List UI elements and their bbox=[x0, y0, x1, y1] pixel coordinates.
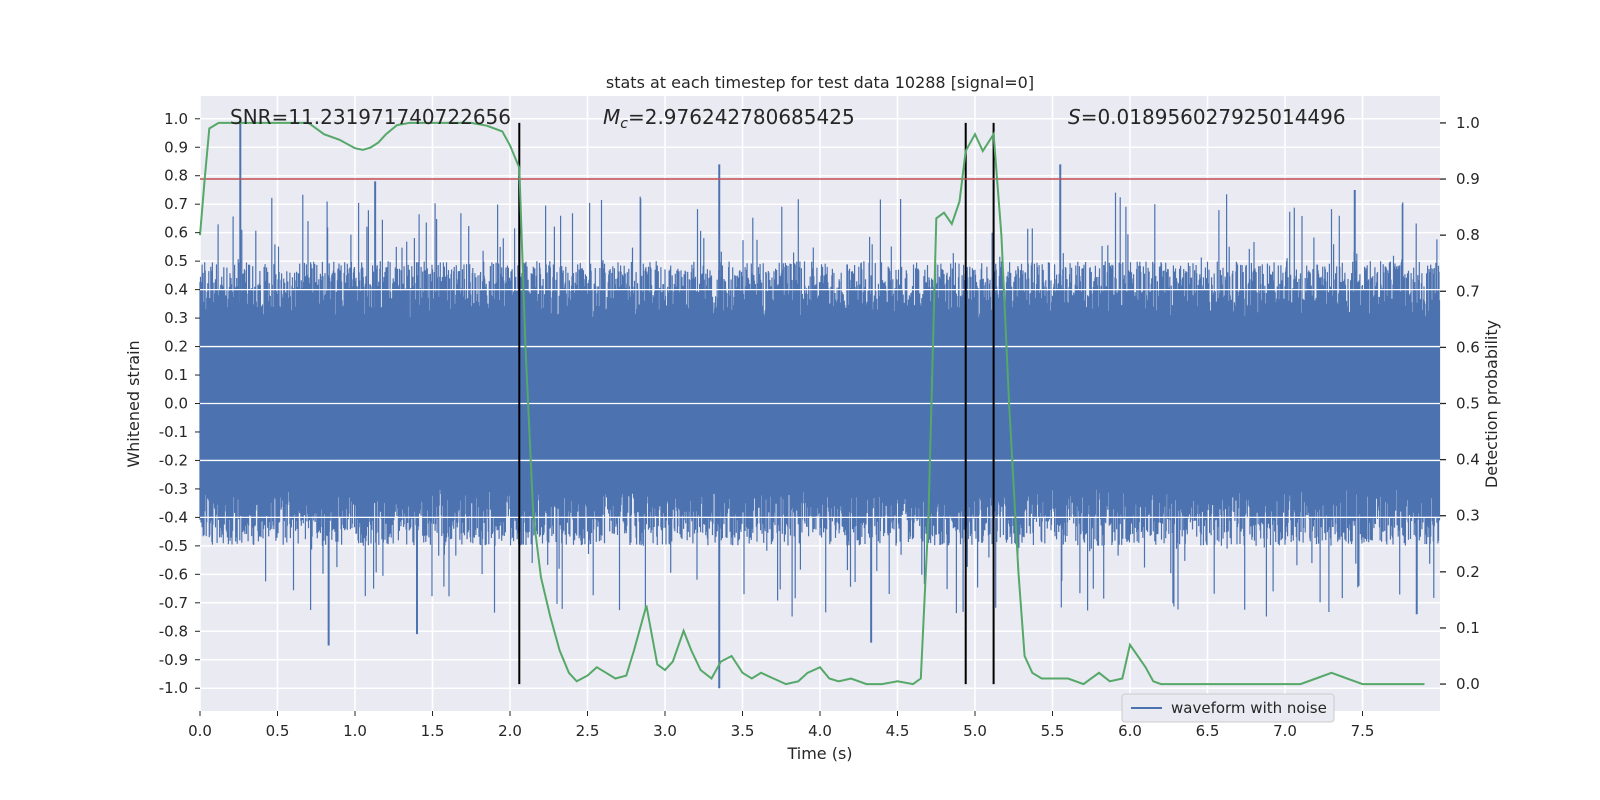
right-tick-label: 0.8 bbox=[1456, 226, 1480, 244]
x-tick-label: 4.5 bbox=[886, 722, 910, 740]
left-tick-label: 0.8 bbox=[164, 167, 188, 185]
x-tick-label: 7.5 bbox=[1351, 722, 1375, 740]
right-tick-label: 0.3 bbox=[1456, 507, 1480, 525]
left-tick-label: 0.0 bbox=[164, 395, 188, 413]
left-tick-label: 0.2 bbox=[164, 338, 188, 356]
x-tick-label: 0.0 bbox=[188, 722, 212, 740]
right-axis-ticks: 1.0 0.9 0.8 0.7 0.6 0.5 0.4 0.3 0.2 0.1 0.0 bbox=[1440, 114, 1480, 693]
left-tick-label: -0.3 bbox=[159, 480, 188, 498]
left-tick-label: 0.5 bbox=[164, 252, 188, 270]
right-tick-label: 0.4 bbox=[1456, 451, 1480, 469]
right-tick-label: 0.7 bbox=[1456, 282, 1480, 300]
chirp-mass-annotation: Mc=2.976242780685425 bbox=[603, 105, 855, 132]
x-tick-label: 6.5 bbox=[1196, 722, 1220, 740]
left-tick-label: -0.5 bbox=[159, 537, 188, 555]
s-value: =0.018956027925014496 bbox=[1081, 105, 1346, 129]
x-tick-label: 5.5 bbox=[1041, 722, 1065, 740]
snr-annotation: SNR=11.231971740722656 bbox=[230, 105, 511, 129]
right-tick-label: 0.5 bbox=[1456, 395, 1480, 413]
x-tick-label: 7.0 bbox=[1273, 722, 1297, 740]
waveform-noise-trace bbox=[199, 192, 1441, 617]
mc-value: =2.976242780685425 bbox=[628, 105, 855, 129]
legend-label-waveform: waveform with noise bbox=[1171, 699, 1327, 717]
left-tick-label: -0.6 bbox=[159, 565, 188, 583]
x-tick-label: 1.0 bbox=[343, 722, 367, 740]
x-tick-label: 2.0 bbox=[498, 722, 522, 740]
left-tick-label: 0.1 bbox=[164, 366, 188, 384]
x-tick-label: 5.0 bbox=[963, 722, 987, 740]
left-tick-label: -0.4 bbox=[159, 508, 188, 526]
legend-box bbox=[1121, 693, 1335, 723]
mc-subscript: c bbox=[620, 116, 628, 132]
right-tick-label: 0.1 bbox=[1456, 619, 1480, 637]
left-tick-label: 0.9 bbox=[164, 138, 188, 156]
y-axis-label-left: Whitened strain bbox=[124, 340, 143, 467]
left-tick-label: 0.7 bbox=[164, 195, 188, 213]
x-axis-ticks: 0.0 0.5 1.0 1.5 2.0 2.5 3.0 3.5 4.0 4.5 5.0 5.5 6.0 6… bbox=[188, 711, 1374, 740]
right-tick-label: 1.0 bbox=[1456, 114, 1480, 132]
mc-symbol: M bbox=[603, 105, 620, 129]
waveform-series bbox=[199, 118, 1441, 689]
vertical-markers bbox=[518, 122, 995, 685]
x-tick-label: 6.0 bbox=[1118, 722, 1142, 740]
detection-probability-line bbox=[199, 121, 1425, 686]
x-tick-label: 2.5 bbox=[576, 722, 600, 740]
left-tick-label: -0.9 bbox=[159, 651, 188, 669]
x-tick-label: 3.5 bbox=[731, 722, 755, 740]
left-axis-ticks: 1.0 0.9 0.8 0.7 0.6 0.5 0.4 0.3 0.2 0.1 0.0 -0.1 -0.… bbox=[159, 110, 200, 697]
y-axis-label-right: Detection probability bbox=[1482, 320, 1501, 488]
s-symbol: S bbox=[1068, 105, 1081, 129]
right-tick-label: 0.6 bbox=[1456, 338, 1480, 356]
left-tick-label: -0.1 bbox=[159, 423, 188, 441]
left-tick-label: 0.3 bbox=[164, 309, 188, 327]
right-tick-label: 0.9 bbox=[1456, 170, 1480, 188]
left-tick-label: -1.0 bbox=[159, 679, 188, 697]
left-tick-label: -0.8 bbox=[159, 622, 188, 640]
s-annotation: S=0.018956027925014496 bbox=[1068, 105, 1346, 129]
left-tick-label: -0.2 bbox=[159, 451, 188, 469]
chart-title: stats at each timestep for test data 102… bbox=[606, 73, 1034, 92]
legend: waveform with noise bbox=[1121, 693, 1335, 723]
left-tick-label: 1.0 bbox=[164, 110, 188, 128]
right-tick-label: 0.2 bbox=[1456, 563, 1480, 581]
x-axis-label: Time (s) bbox=[786, 744, 852, 763]
x-tick-label: 3.0 bbox=[653, 722, 677, 740]
left-tick-label: 0.6 bbox=[164, 224, 188, 242]
x-tick-label: 1.5 bbox=[421, 722, 445, 740]
x-tick-label: 0.5 bbox=[266, 722, 290, 740]
left-tick-label: 0.4 bbox=[164, 281, 188, 299]
left-tick-label: -0.7 bbox=[159, 594, 188, 612]
x-tick-label: 4.0 bbox=[808, 722, 832, 740]
right-tick-label: 0.0 bbox=[1456, 675, 1480, 693]
